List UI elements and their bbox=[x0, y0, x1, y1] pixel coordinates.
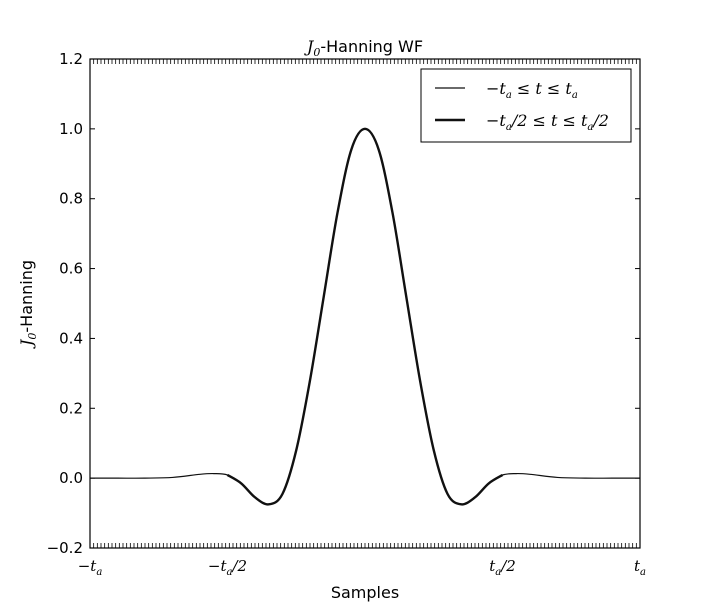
y-tick-label: 1.2 bbox=[59, 50, 83, 68]
x-tick-label: ta/2 bbox=[489, 557, 516, 578]
y-tick-label: 0.2 bbox=[59, 399, 83, 417]
y-tick-label: 0.8 bbox=[59, 190, 83, 208]
plot-area: −0.2 0.0 0.2 0.4 0.6 0.8 1.0 1.2 −ta −ta/2 ta/2 ta bbox=[47, 50, 646, 578]
legend-label-2: −ta/2 ≤ t ≤ ta/2 bbox=[486, 111, 609, 133]
y-tick-label: 0.4 bbox=[59, 329, 83, 347]
chart-title: J0-Hanning WF bbox=[304, 37, 423, 59]
series-line-2 bbox=[226, 127, 504, 506]
plot-frame bbox=[89, 58, 641, 549]
x-tick-label: −ta bbox=[78, 557, 103, 578]
x-tick-label: ta bbox=[634, 557, 646, 578]
y-tick-label: 1.0 bbox=[59, 120, 83, 138]
series-line-1 bbox=[90, 128, 640, 505]
y-tick-label: 0.0 bbox=[59, 469, 83, 487]
y-tick-label: −0.2 bbox=[47, 539, 83, 557]
y-axis-label: J0-Hanning bbox=[17, 260, 39, 349]
legend-box bbox=[420, 68, 632, 143]
x-tick-label: −ta/2 bbox=[208, 557, 247, 578]
y-tick-label: 0.6 bbox=[59, 260, 83, 278]
x-axis-label: Samples bbox=[331, 583, 399, 602]
legend: −ta ≤ t ≤ ta −ta/2 ≤ t ≤ ta/2 bbox=[420, 68, 632, 143]
legend-label-1: −ta ≤ t ≤ ta bbox=[486, 79, 578, 101]
